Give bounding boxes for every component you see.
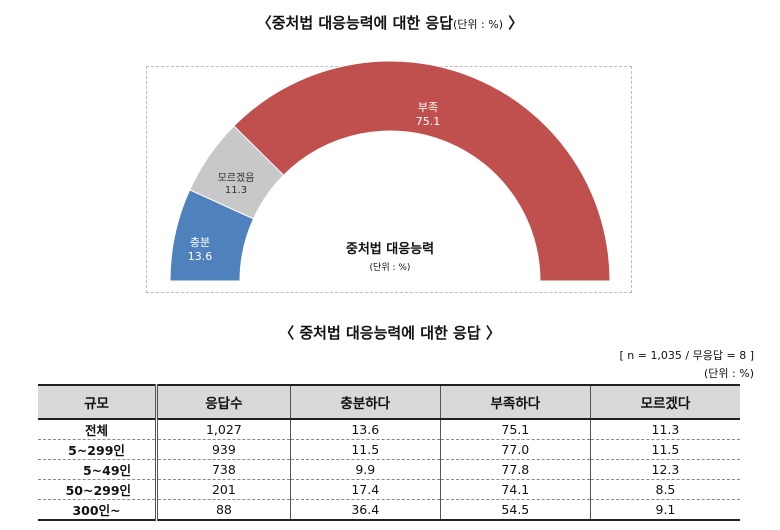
header-size: 규모 xyxy=(38,384,159,420)
cell: 75.1 xyxy=(439,419,591,440)
slice-name-unknown: 모르겠음 xyxy=(217,173,255,184)
slice-label-lacking: 부족 75.1 xyxy=(398,101,458,129)
slice-label-unknown: 모르겠음 11.3 xyxy=(204,173,268,197)
header-unknown: 모르겠다 xyxy=(589,384,740,420)
cell: 17.4 xyxy=(289,479,441,500)
header-sufficient: 충분하다 xyxy=(289,384,441,420)
header-lacking: 부족하다 xyxy=(439,384,591,420)
row-label: 300인~ xyxy=(38,499,159,521)
chart-title-unit: (단위 : %) xyxy=(453,18,503,31)
cell: 77.8 xyxy=(439,459,591,480)
cell: 88 xyxy=(156,499,291,521)
cell: 11.5 xyxy=(589,439,740,460)
table-row: 5~49인 738 9.9 77.8 12.3 xyxy=(38,459,740,480)
row-label: 5~49인 xyxy=(38,459,159,480)
slice-value-lacking: 75.1 xyxy=(415,115,441,128)
cell: 9.1 xyxy=(589,499,740,521)
slice-value-unknown: 11.3 xyxy=(224,185,248,196)
row-label: 5~299인 xyxy=(38,439,159,460)
cell: 54.5 xyxy=(439,499,591,521)
cell: 9.9 xyxy=(289,459,441,480)
table-row: 5~299인 939 11.5 77.0 11.5 xyxy=(38,439,740,460)
cell: 738 xyxy=(156,459,291,480)
row-label: 전체 xyxy=(38,419,159,440)
cell: 939 xyxy=(156,439,291,460)
chart-center-unit: (단위 : %) xyxy=(369,263,411,273)
cell: 13.6 xyxy=(289,419,441,440)
row-label: 50~299인 xyxy=(38,479,159,500)
slice-value-sufficient: 13.6 xyxy=(187,250,213,263)
chart-title-text: 〈중처법 대응능력에 대한 응답 xyxy=(256,14,454,32)
cell: 201 xyxy=(156,479,291,500)
chart-center-title: 중처법 대응능력 xyxy=(345,242,435,257)
table-row: 50~299인 201 17.4 74.1 8.5 xyxy=(38,479,740,500)
table-note-n: [ n = 1,035 / 무응답 = 8 ] xyxy=(619,349,754,362)
table-note-unit: (단위 : %) xyxy=(704,367,754,380)
slice-lacking xyxy=(233,60,611,282)
cell: 12.3 xyxy=(589,459,740,480)
chart-title: 〈중처법 대응능력에 대한 응답(단위 : %) 〉 xyxy=(0,12,780,33)
table-row: 300인~ 88 36.4 54.5 9.1 xyxy=(38,499,740,521)
chart-center-label: 중처법 대응능력 (단위 : %) xyxy=(320,238,460,273)
cell: 74.1 xyxy=(439,479,591,500)
slice-label-sufficient: 충분 13.6 xyxy=(170,236,230,264)
cell: 11.5 xyxy=(289,439,441,460)
header-count: 응답수 xyxy=(156,384,291,420)
cell: 77.0 xyxy=(439,439,591,460)
slice-name-lacking: 부족 xyxy=(417,101,439,114)
cell: 1,027 xyxy=(156,419,291,440)
table-title: 〈 중처법 대응능력에 대한 응답 〉 xyxy=(279,324,501,342)
cell: 8.5 xyxy=(589,479,740,500)
response-table: 규모 응답수 충분하다 부족하다 모르겠다 전체 1,027 13.6 75.1… xyxy=(38,384,740,521)
chart-title-close: 〉 xyxy=(508,14,524,32)
cell: 11.3 xyxy=(589,419,740,440)
table-row: 전체 1,027 13.6 75.1 11.3 xyxy=(38,419,740,440)
slice-name-sufficient: 충분 xyxy=(189,236,211,249)
cell: 36.4 xyxy=(289,499,441,521)
table-header-row: 규모 응답수 충분하다 부족하다 모르겠다 xyxy=(38,384,740,420)
half-donut-chart xyxy=(169,60,611,282)
